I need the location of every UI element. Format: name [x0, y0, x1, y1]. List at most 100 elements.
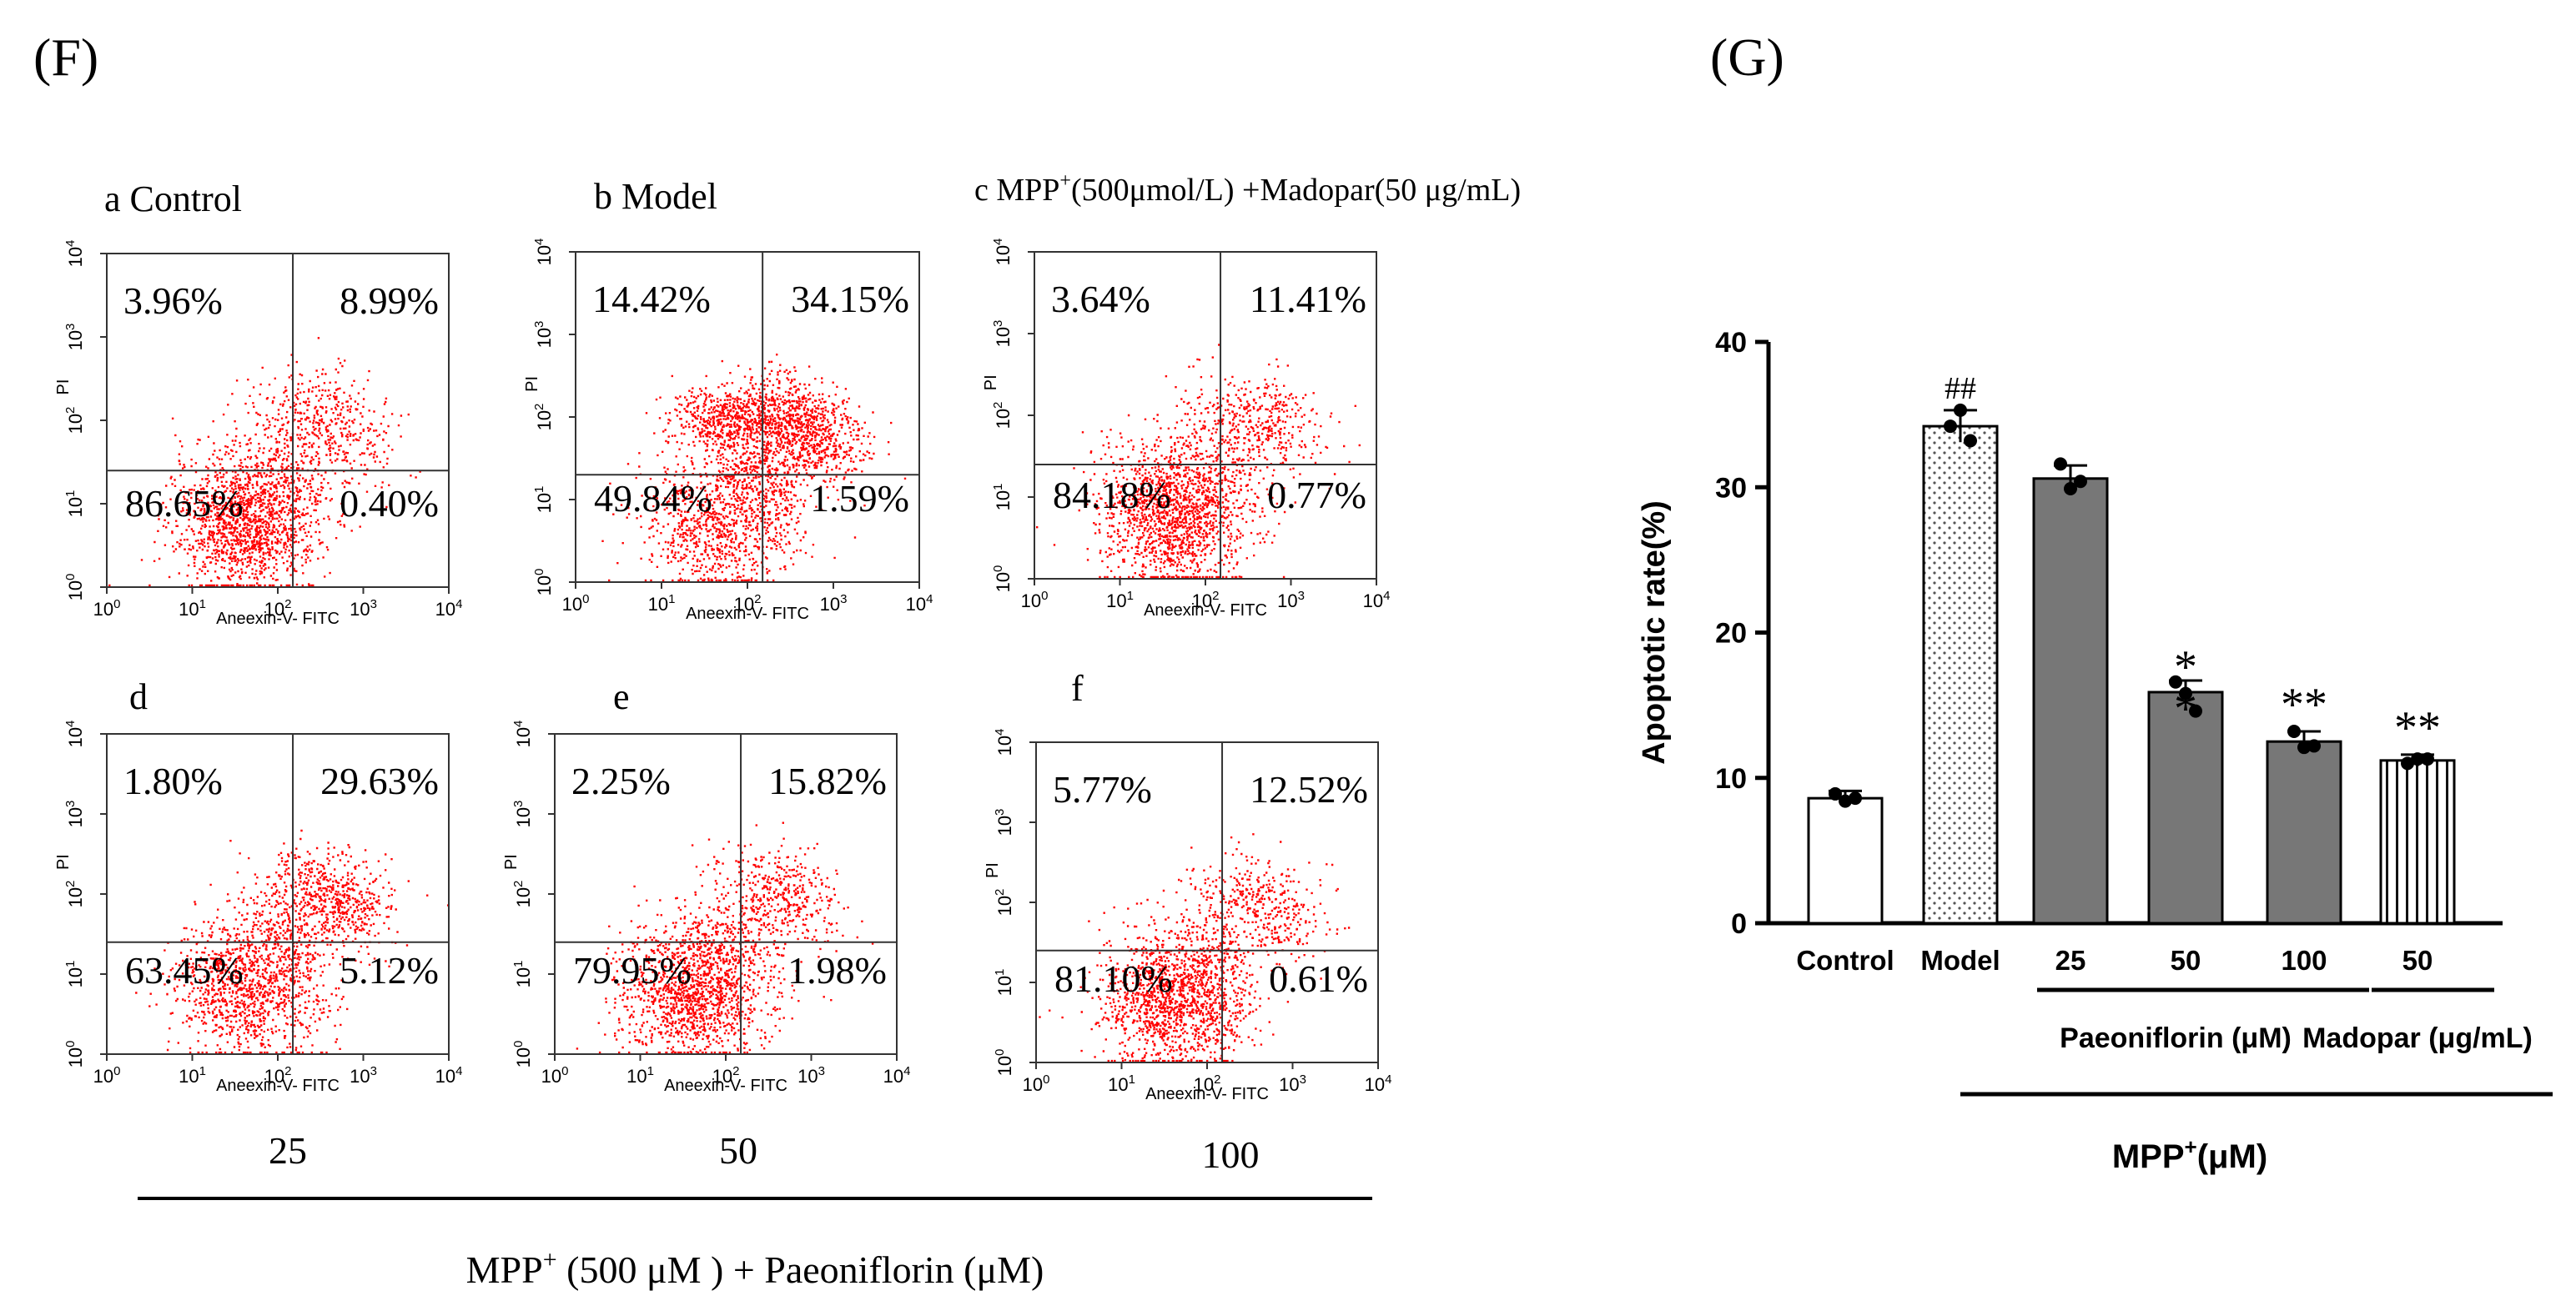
y-tick-label: 103: [63, 324, 86, 351]
quadrant-upper-left: 14.42%: [592, 278, 711, 320]
y-tick-label: 101: [63, 961, 86, 988]
flow-panel-b: 100100101101102102103103104104Aneexin-V-…: [523, 176, 933, 623]
y-tick-label: 104: [993, 729, 1015, 756]
group-label-50: 50: [719, 1129, 757, 1172]
x-axis-title: Aneexin-V- FITC: [1144, 601, 1267, 620]
y-tick-label: 101: [991, 484, 1014, 511]
panel-title: c MPP+(500μmol/L) +Madopar(50 μg/mL): [974, 170, 1521, 208]
panel-title: f: [1071, 668, 1084, 709]
x-tick-label: 100: [562, 592, 590, 615]
category-label: Model: [1920, 945, 2000, 976]
apoptotic-rate-bar-chart: 0 10 20 30 40 Apoptotic rate(%) Control ## Model…: [1637, 327, 2503, 976]
x-tick-label: 103: [350, 597, 377, 620]
event-dots: [1127, 376, 1279, 527]
category-label: 25: [2055, 945, 2086, 976]
data-point: [1954, 403, 1967, 417]
x-axis-title: Aneexin-V- FITC: [216, 1077, 340, 1095]
x-tick-label: 101: [179, 597, 206, 620]
bar-0: [1807, 796, 1884, 925]
x-tick-label: 103: [1277, 589, 1305, 611]
y-tick-label: 102: [991, 402, 1014, 429]
panel-title: b Model: [594, 176, 717, 217]
category-label: 50: [2402, 945, 2433, 976]
data-point: [2074, 475, 2087, 489]
y-tick-label: 30: [1715, 472, 1747, 504]
x-tick-label: 101: [179, 1064, 206, 1087]
bar-5: [2379, 759, 2456, 925]
event-dots: [576, 880, 833, 1054]
quadrant-upper-right: 34.15%: [791, 278, 909, 320]
quadrant-upper-right: 12.52%: [1250, 768, 1368, 811]
event-dots: [1165, 344, 1361, 504]
category-label: 100: [2281, 945, 2327, 976]
y-tick-label: 100: [993, 1049, 1015, 1077]
event-dots: [135, 883, 371, 1054]
y-tick-label: 0: [1731, 908, 1747, 940]
y-axis-title: Apoptotic rate(%): [1637, 500, 1672, 765]
x-tick-label: 101: [648, 592, 676, 615]
x-tick-label: 100: [1021, 589, 1049, 611]
data-point: [1944, 419, 1957, 434]
flow-panel-a: 100100101101102102103103104104Aneexin-V-…: [54, 178, 462, 628]
significance-marker: **: [2281, 679, 2327, 731]
y-tick-label: 104: [991, 239, 1014, 266]
y-tick-label: 101: [63, 490, 86, 518]
category-label: 50: [2171, 945, 2201, 976]
y-tick-label: 101: [993, 969, 1015, 997]
y-tick-label: 101: [532, 486, 555, 514]
event-dots: [691, 821, 874, 981]
quadrant-lower-right: 5.12%: [340, 949, 439, 992]
y-axis-title: PI: [54, 379, 73, 395]
x-tick-label: 101: [1108, 1072, 1135, 1095]
panel-f-label: (F): [33, 28, 98, 87]
data-point: [2169, 675, 2182, 689]
y-tick-label: 102: [63, 407, 86, 434]
data-point: [2189, 704, 2202, 718]
y-tick-label: 102: [993, 889, 1015, 917]
x-axis-title: Aneexin-V- FITC: [664, 1077, 787, 1095]
group-label-100: 100: [1202, 1133, 1260, 1176]
x-tick-label: 104: [883, 1064, 911, 1087]
x-axis-title: Aneexin-V- FITC: [686, 605, 809, 623]
quadrant-lower-left: 81.10%: [1054, 957, 1173, 1000]
y-axis-title: PI: [984, 862, 1002, 878]
data-point: [2064, 481, 2077, 495]
x-axis-title: Aneexin-V- FITC: [1145, 1085, 1269, 1103]
bar-3: [2147, 691, 2224, 925]
quadrant-lower-right: 0.77%: [1267, 474, 1366, 516]
y-tick-label: 101: [511, 961, 534, 988]
y-tick-label: 100: [532, 569, 555, 596]
quadrant-upper-left: 3.96%: [123, 279, 223, 322]
quadrant-lower-right: 0.40%: [340, 482, 439, 525]
quadrant-lower-left: 49.84%: [594, 477, 712, 520]
quadrant-upper-left: 1.80%: [123, 760, 223, 802]
quadrant-lower-right: 1.59%: [810, 477, 909, 520]
y-tick-label: 103: [63, 801, 86, 828]
y-tick-label: 10: [1715, 763, 1747, 795]
y-tick-label: 102: [532, 404, 555, 431]
data-point: [2421, 752, 2434, 766]
flow-panel-c: 100100101101102102103103104104Aneexin-V-…: [974, 170, 1521, 620]
x-tick-label: 101: [626, 1064, 654, 1087]
x-axis-title: Aneexin-V- FITC: [216, 610, 340, 628]
y-tick-label: 100: [511, 1041, 534, 1068]
data-point: [1849, 791, 1862, 806]
panel-title: d: [129, 676, 148, 717]
data-point: [2401, 756, 2414, 771]
madopar-group-label: Madopar (μg/mL): [2302, 1022, 2533, 1054]
data-point: [1829, 786, 1842, 801]
bar-2: [2032, 477, 2109, 925]
panel-title: e: [613, 676, 630, 717]
significance-marker: ##: [1945, 371, 1976, 406]
bar-4: [2266, 740, 2342, 925]
event-dots: [1162, 833, 1351, 985]
data-point: [1839, 794, 1852, 808]
x-tick-label: 104: [906, 592, 933, 615]
quadrant-upper-right: 29.63%: [320, 760, 439, 802]
event-dots: [655, 856, 798, 1027]
y-tick-label: 104: [63, 721, 86, 748]
flow-panel-e: 100100101101102102103103104104Aneexin-V-…: [502, 676, 910, 1095]
y-tick-label: 103: [991, 320, 1014, 348]
y-tick-label: 104: [511, 721, 534, 748]
